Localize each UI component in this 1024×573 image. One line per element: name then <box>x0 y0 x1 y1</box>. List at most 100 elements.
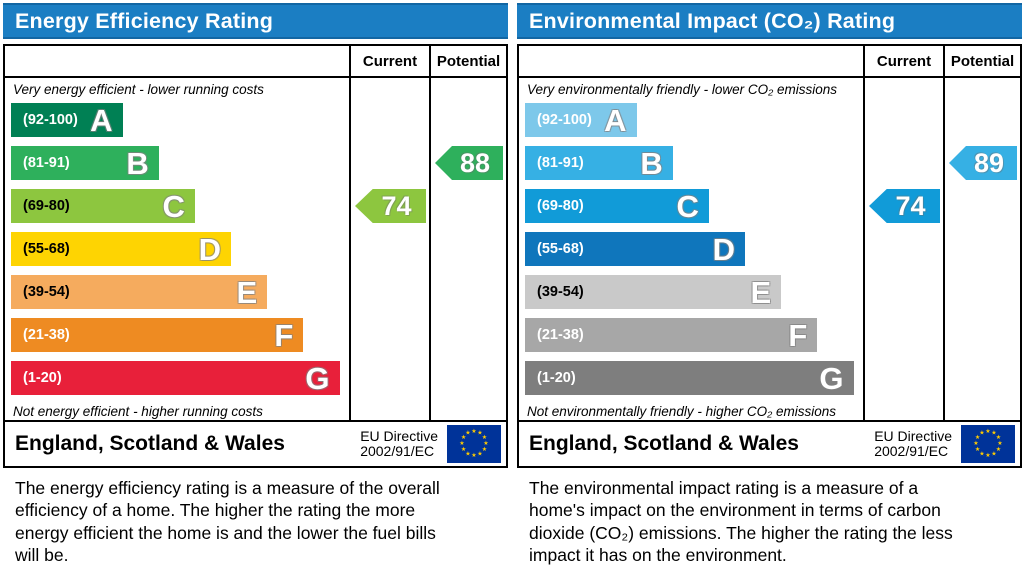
band-range: (39-54) <box>537 284 584 300</box>
band-letter: G <box>305 360 330 396</box>
svg-text:★: ★ <box>991 450 996 457</box>
band-range: (81-91) <box>23 155 70 171</box>
chart-title-bar: Environmental Impact (CO₂) Rating <box>517 3 1022 39</box>
band-range: (69-80) <box>23 198 70 214</box>
svg-text:★: ★ <box>975 434 980 441</box>
band-range: (39-54) <box>23 284 70 300</box>
svg-text:★: ★ <box>979 430 984 437</box>
band-row-e: (39-54) E <box>11 274 268 310</box>
svg-text:★: ★ <box>991 430 996 437</box>
band-row-a: (92-100) A <box>525 103 637 137</box>
rating-table: Current Potential Very environmentally f… <box>517 44 1022 468</box>
band-range: (55-68) <box>23 241 70 257</box>
band-range: (21-38) <box>537 327 584 343</box>
table-header-row: Current Potential <box>519 46 1020 78</box>
current-rating-value: 74 <box>381 190 412 221</box>
svg-text:★: ★ <box>975 446 980 453</box>
band-letter: G <box>819 360 844 396</box>
environmental-impact-chart: Environmental Impact (CO₂) Rating Curren… <box>517 3 1022 468</box>
eu-directive-label: EU Directive 2002/91/EC <box>874 427 952 459</box>
header-spacer <box>5 46 349 76</box>
svg-text:★: ★ <box>477 430 482 437</box>
band-row-e: (39-54) E <box>525 274 782 310</box>
potential-rating-value: 88 <box>459 147 491 178</box>
band-letter: C <box>162 188 185 224</box>
svg-text:★: ★ <box>471 428 476 435</box>
band-row-g: (1-20) G <box>11 361 340 395</box>
band-letter: E <box>236 274 258 310</box>
band-row-d: (55-68) D <box>525 231 746 267</box>
band-row-d: (55-68) D <box>11 231 232 267</box>
energy-efficiency-chart: Energy Efficiency Rating Current Potenti… <box>3 3 508 468</box>
svg-text:★: ★ <box>985 452 990 459</box>
band-range: (92-100) <box>23 112 78 128</box>
header-spacer <box>519 46 863 76</box>
chart-description: The environmental impact rating is a mea… <box>529 478 953 566</box>
column-header-potential: Potential <box>943 46 1020 76</box>
svg-text:★: ★ <box>461 434 466 441</box>
chart-title: Environmental Impact (CO₂) Rating <box>529 8 896 33</box>
svg-text:★: ★ <box>483 440 488 447</box>
current-rating-value: 74 <box>895 190 926 221</box>
current-column: 74 <box>863 78 943 420</box>
chart-description: The energy efficiency rating is a measur… <box>15 478 440 566</box>
band-letter: E <box>750 274 772 310</box>
bottom-caption: Not energy efficient - higher running co… <box>13 404 263 419</box>
svg-text:★: ★ <box>973 440 978 447</box>
table-body: Very environmentally friendly - lower CO… <box>519 78 1020 420</box>
potential-column: 88 <box>429 78 506 420</box>
band-letter: D <box>712 231 736 267</box>
svg-text:★: ★ <box>482 446 487 453</box>
svg-text:★: ★ <box>465 450 470 457</box>
rating-table: Current Potential Very energy efficient … <box>3 44 508 468</box>
environmental-impact-section: Environmental Impact (CO₂) Rating Curren… <box>517 3 1022 567</box>
svg-text:★: ★ <box>979 450 984 457</box>
column-header-potential: Potential <box>429 46 506 76</box>
svg-text:★: ★ <box>459 440 464 447</box>
band-range: (81-91) <box>537 155 584 171</box>
band-range: (69-80) <box>537 198 584 214</box>
band-range: (92-100) <box>537 112 592 128</box>
band-letter: C <box>676 188 699 224</box>
band-letter: B <box>126 145 149 181</box>
svg-text:★: ★ <box>477 450 482 457</box>
band-row-f: (21-38) F <box>11 318 304 352</box>
band-row-c: (69-80) C <box>525 189 709 223</box>
band-range: (1-20) <box>23 370 62 386</box>
table-footer-row: England, Scotland & Wales EU Directive 2… <box>5 420 506 466</box>
band-row-g: (1-20) G <box>525 361 854 395</box>
band-row-c: (69-80) C <box>11 189 195 223</box>
eu-directive-label: EU Directive 2002/91/EC <box>360 427 438 459</box>
band-letter: B <box>640 145 663 181</box>
band-range: (1-20) <box>537 370 576 386</box>
table-footer-row: England, Scotland & Wales EU Directive 2… <box>519 420 1020 466</box>
chart-title-bar: Energy Efficiency Rating <box>3 3 508 39</box>
band-row-b: (81-91) B <box>11 146 159 180</box>
current-column: 74 <box>349 78 429 420</box>
column-header-current: Current <box>349 46 429 76</box>
eu-flag-icon: ★★★ ★★★ ★★★ ★ ★★ <box>961 425 1015 463</box>
svg-text:★: ★ <box>461 446 466 453</box>
chart-title: Energy Efficiency Rating <box>15 8 274 33</box>
svg-text:★: ★ <box>997 440 1002 447</box>
region-label: England, Scotland & Wales <box>529 432 799 455</box>
table-body: Very energy efficient - lower running co… <box>5 78 506 420</box>
current-rating-arrow: 74 <box>869 189 940 223</box>
top-caption: Very energy efficient - lower running co… <box>13 82 264 97</box>
svg-text:★: ★ <box>996 434 1001 441</box>
potential-rating-arrow: 88 <box>435 146 503 180</box>
svg-text:★: ★ <box>465 430 470 437</box>
table-header-row: Current Potential <box>5 46 506 78</box>
band-column: Very environmentally friendly - lower CO… <box>519 78 863 420</box>
region-label: England, Scotland & Wales <box>15 432 285 455</box>
energy-efficiency-section: Energy Efficiency Rating Current Potenti… <box>3 3 508 567</box>
band-column: Very energy efficient - lower running co… <box>5 78 349 420</box>
current-rating-arrow: 74 <box>355 189 426 223</box>
bottom-caption: Not environmentally friendly - higher CO… <box>527 404 837 419</box>
svg-text:★: ★ <box>996 446 1001 453</box>
band-letter: A <box>90 102 113 138</box>
band-row-f: (21-38) F <box>525 318 818 352</box>
band-letter: D <box>198 231 222 267</box>
potential-rating-arrow: 89 <box>949 146 1017 180</box>
